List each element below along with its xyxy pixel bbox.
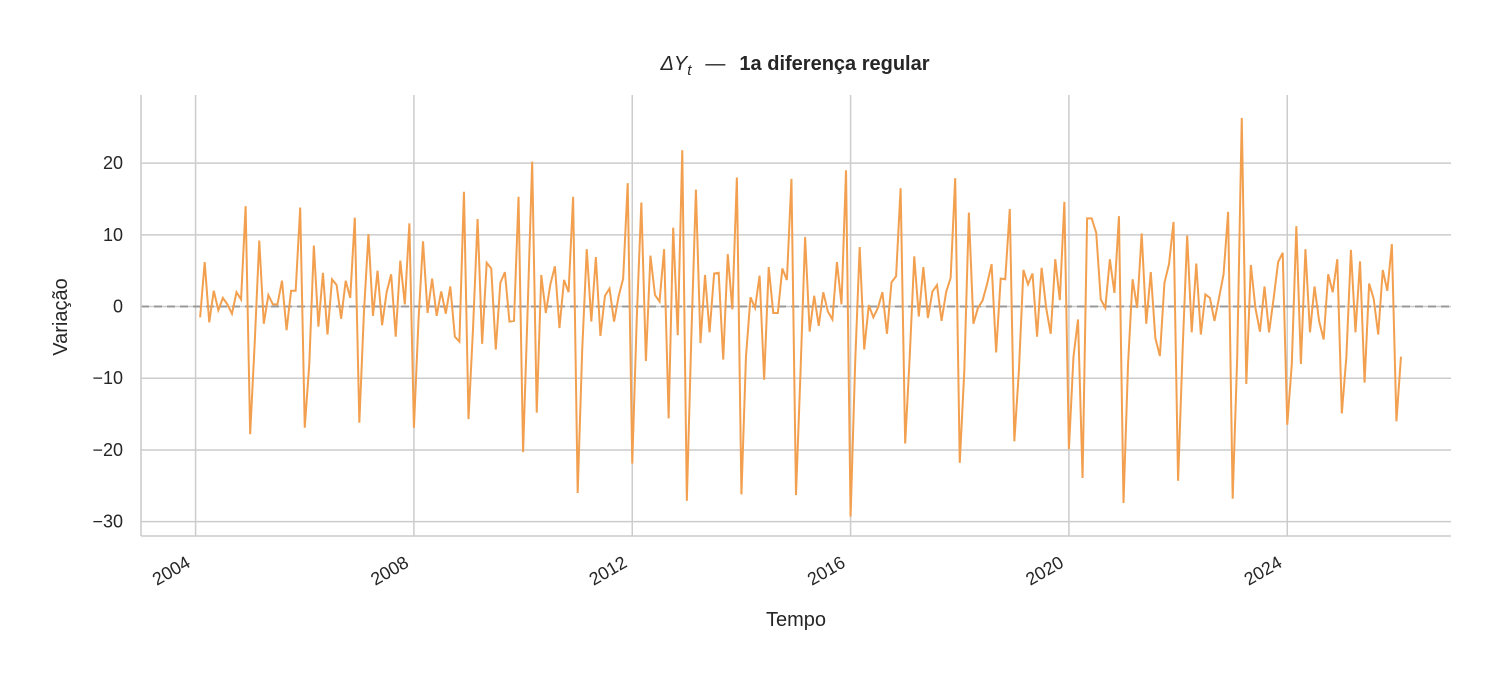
x-tick-label: 2008 <box>367 552 412 589</box>
title-subscript: t <box>687 62 692 79</box>
y-tick-labels: −30 −20 −10 0 10 20 <box>92 153 123 532</box>
y-tick-label: −10 <box>92 368 123 388</box>
y-tick-label: 20 <box>103 153 123 173</box>
y-axis-label: Variação <box>50 278 72 355</box>
chart-title: ΔYt — 1a diferença regular <box>659 53 929 79</box>
x-axis-label: Tempo <box>766 609 826 631</box>
title-separator: — <box>705 53 725 75</box>
title-text: 1a diferença regular <box>739 53 929 75</box>
x-tick-label: 2012 <box>586 552 631 589</box>
y-tick-label: 0 <box>113 297 123 317</box>
x-tick-label: 2016 <box>804 552 849 589</box>
y-tick-label: −30 <box>92 512 123 532</box>
x-tick-labels: 2004 2008 2012 2016 2020 2024 <box>149 552 1285 589</box>
x-tick-label: 2024 <box>1241 552 1286 589</box>
series-line <box>199 117 1402 517</box>
y-tick-label: 10 <box>103 225 123 245</box>
y-tick-label: −20 <box>92 440 123 460</box>
x-tick-label: 2004 <box>149 552 194 589</box>
x-tick-label: 2020 <box>1022 552 1067 589</box>
title-symbol: ΔY <box>659 53 688 75</box>
